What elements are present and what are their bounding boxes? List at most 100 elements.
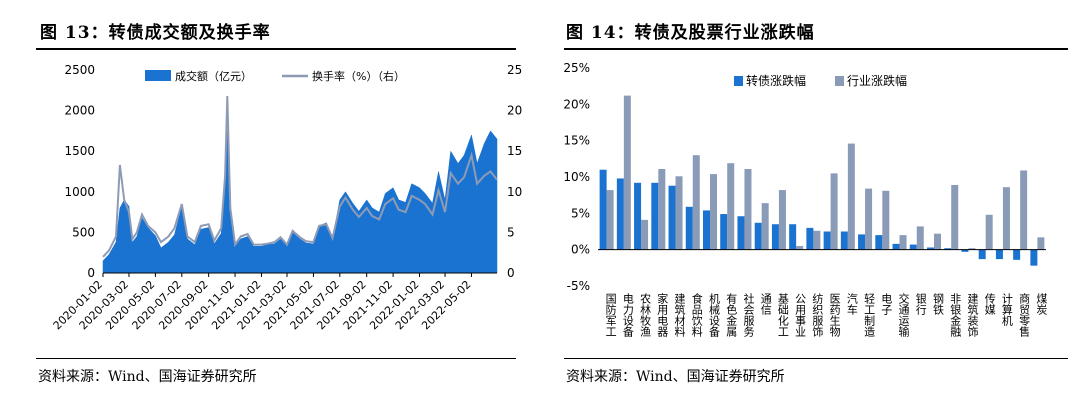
category-label: 公用事业 <box>794 293 807 337</box>
bar-industry <box>899 235 907 250</box>
bar-cb <box>978 249 986 260</box>
y-right-tick-label: 0 <box>507 266 515 280</box>
figure-14-top-rule <box>564 48 1068 50</box>
bar-industry <box>813 230 821 250</box>
figure-14-bottom-rule <box>564 358 1068 359</box>
bar-cb <box>995 249 1003 260</box>
category-label: 社会服务 <box>742 292 755 337</box>
bar-industry <box>658 169 666 250</box>
bar-industry <box>606 190 614 250</box>
category-label: 交通运输 <box>897 292 910 338</box>
y-tick-label: 25% <box>563 61 590 75</box>
figure-13-bottom-rule <box>36 358 516 359</box>
category-label: 电子 <box>880 293 893 315</box>
y-tick-label: 5% <box>571 206 590 220</box>
figure-13-title: 图 13：转债成交额及换手率 <box>40 23 271 43</box>
category-label: 通信 <box>759 293 772 316</box>
category-label: 煤炭 <box>1035 293 1048 316</box>
bar-industry <box>692 155 700 250</box>
bar-industry <box>1020 170 1028 250</box>
bar-cb <box>668 185 676 250</box>
category-label: 基础化工 <box>776 293 789 337</box>
y-right-tick-label: 15 <box>507 144 522 158</box>
bar-industry <box>675 176 683 250</box>
category-label: 传媒 <box>983 293 996 316</box>
y-left-tick-label: 1000 <box>64 185 95 199</box>
category-label: 机械设备 <box>708 292 721 338</box>
bar-cb <box>944 248 952 250</box>
category-label: 食品饮料 <box>690 292 703 338</box>
legend-cb-swatch <box>734 76 743 86</box>
category-label: 电力设备 <box>621 293 634 338</box>
y-right-tick-label: 10 <box>507 185 522 199</box>
bar-cb <box>858 234 866 250</box>
category-label: 银行 <box>914 292 927 316</box>
legend-cb-label: 转债涨跌幅 <box>746 73 806 88</box>
category-label: 国防军工 <box>604 293 617 337</box>
figure-13-top-rule <box>36 48 516 50</box>
bar-cb <box>599 169 607 250</box>
y-tick-label: 0% <box>571 243 590 257</box>
bar-industry <box>796 246 804 250</box>
y-tick-label: 15% <box>563 134 590 148</box>
bar-cb <box>961 249 969 252</box>
legend-industry-swatch <box>835 76 844 86</box>
bar-industry <box>710 174 717 250</box>
bar-industry <box>1002 187 1010 250</box>
legend-turnover-label: 换手率（%）（右） <box>312 69 405 83</box>
bar-industry <box>641 219 649 250</box>
category-label: 汽车 <box>845 292 858 316</box>
figure-13-panel: 图 13：转债成交额及换手率 0 500 1000 1500 2000 2500 0 5 10 1… <box>36 23 523 385</box>
bar-cb <box>875 235 883 250</box>
bar-cb <box>789 224 797 250</box>
bar-industry <box>968 248 976 250</box>
bar-industry <box>761 203 769 250</box>
bar-cb <box>840 231 848 250</box>
bar-cb <box>703 210 710 250</box>
bar-industry <box>916 226 924 250</box>
y-tick-label: -5% <box>567 279 590 293</box>
bar-cb <box>754 222 762 250</box>
category-label: 建筑装饰 <box>966 292 979 337</box>
legend-industry-label: 行业涨跌幅 <box>847 73 907 88</box>
bar-industry <box>623 95 631 250</box>
y-tick-label: 20% <box>563 97 590 111</box>
y-left-tick-label: 0 <box>87 266 95 280</box>
bar-industry <box>865 188 873 250</box>
bar-cb <box>737 216 745 250</box>
y-left-tick-label: 500 <box>72 225 95 239</box>
y-tick-label: 10% <box>563 170 590 184</box>
bar-cb <box>892 243 900 250</box>
figure-14-source: 资料来源：Wind、国海证券研究所 <box>566 369 785 385</box>
bar-cb <box>823 231 831 250</box>
bar-cb <box>685 206 693 250</box>
category-label: 有色金属 <box>725 292 738 338</box>
turnover-chart: 0500100015002000250005101520252020-01-02… <box>51 63 523 332</box>
bar-cb <box>651 182 659 250</box>
bar-industry <box>934 233 941 250</box>
bar-cb <box>1030 249 1038 266</box>
y-left-tick-label: 2500 <box>64 63 95 77</box>
y-right-tick-label: 25 <box>507 63 522 77</box>
y-right-tick-label: 20 <box>507 104 522 118</box>
bar-industry <box>744 169 752 250</box>
category-label: 医药生物 <box>828 293 841 337</box>
bar-cb <box>927 247 934 250</box>
bar-industry <box>847 143 855 250</box>
bar-industry <box>1037 237 1045 250</box>
category-label: 家用电器 <box>656 292 669 338</box>
legend-amount-swatch <box>145 70 171 81</box>
bar-cb <box>1013 249 1021 260</box>
bar-cb <box>634 182 642 250</box>
bar-industry <box>830 173 838 250</box>
y-right-tick-label: 5 <box>507 225 515 239</box>
industry-change-chart: -5% 0% 5% 10% 15% 20% 25% 国防军工 电力设备 农林牧渔 家用电器 建筑材料食… <box>563 61 1048 338</box>
category-label: 非银金融 <box>949 293 962 338</box>
bar-cb <box>616 178 624 250</box>
bar-industry <box>951 184 959 250</box>
bar-industry <box>778 190 786 250</box>
category-label: 轻工制造 <box>863 292 876 337</box>
bar-industry <box>882 190 890 250</box>
category-label: 纺织服饰 <box>811 292 824 337</box>
category-label: 商贸零售 <box>1018 292 1031 338</box>
